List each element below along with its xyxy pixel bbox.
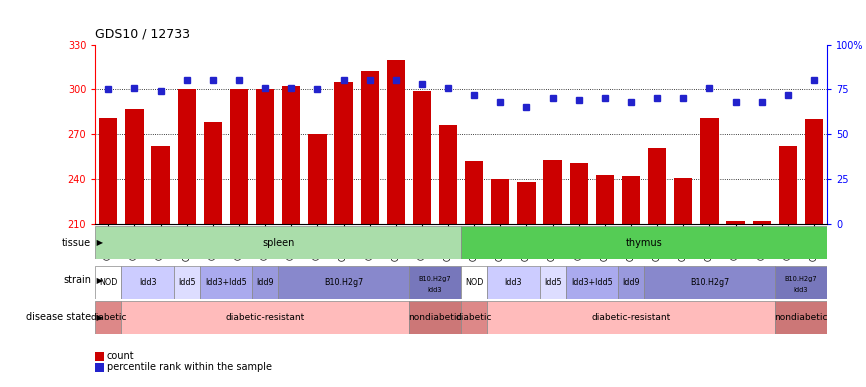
Bar xyxy=(95,226,461,259)
Bar xyxy=(596,175,614,224)
Text: Idd9: Idd9 xyxy=(256,278,274,287)
Bar xyxy=(413,91,431,224)
Bar xyxy=(100,118,118,224)
Bar xyxy=(409,301,461,334)
Text: Idd9: Idd9 xyxy=(622,278,640,287)
Bar xyxy=(278,266,409,299)
Text: percentile rank within the sample: percentile rank within the sample xyxy=(107,362,272,372)
Bar xyxy=(565,266,618,299)
Text: tissue: tissue xyxy=(61,238,91,248)
Bar xyxy=(334,82,352,224)
Bar xyxy=(204,123,222,224)
Bar xyxy=(178,89,196,224)
Text: ▶: ▶ xyxy=(94,276,104,285)
Text: Idd3: Idd3 xyxy=(793,287,808,293)
Bar xyxy=(282,87,301,224)
Bar xyxy=(544,160,562,224)
Text: B10.H2g7: B10.H2g7 xyxy=(324,278,363,287)
Bar xyxy=(618,266,644,299)
Text: spleen: spleen xyxy=(262,238,294,248)
Bar xyxy=(461,301,488,334)
Bar xyxy=(775,301,827,334)
Text: strain: strain xyxy=(63,275,91,285)
Bar xyxy=(570,163,588,224)
Bar xyxy=(174,266,200,299)
Bar xyxy=(517,183,536,224)
Text: GDS10 / 12733: GDS10 / 12733 xyxy=(95,27,191,41)
Bar xyxy=(775,266,827,299)
Bar xyxy=(727,221,745,224)
Bar xyxy=(461,226,827,259)
Text: NOD: NOD xyxy=(99,278,118,287)
Bar xyxy=(674,178,693,224)
Text: ▶: ▶ xyxy=(94,313,104,322)
Bar xyxy=(152,147,170,224)
Bar xyxy=(465,161,483,224)
Bar xyxy=(753,221,771,224)
Bar xyxy=(701,118,719,224)
Bar xyxy=(622,176,640,224)
Bar xyxy=(488,266,540,299)
Bar xyxy=(95,266,121,299)
Text: Idd5: Idd5 xyxy=(178,278,196,287)
Bar xyxy=(95,301,121,334)
Text: nondiabetic: nondiabetic xyxy=(774,313,828,322)
Bar xyxy=(256,89,275,224)
Bar xyxy=(308,135,326,224)
Bar xyxy=(121,266,174,299)
Bar xyxy=(121,301,409,334)
Bar xyxy=(252,266,278,299)
Text: Idd3: Idd3 xyxy=(428,287,443,293)
Text: diabetic: diabetic xyxy=(456,313,493,322)
Bar xyxy=(648,148,666,224)
Bar xyxy=(644,266,775,299)
Text: Idd5: Idd5 xyxy=(544,278,561,287)
Bar xyxy=(360,72,378,224)
Text: disease state: disease state xyxy=(26,312,91,322)
Text: diabetic-resistant: diabetic-resistant xyxy=(225,313,305,322)
Text: nondiabetic: nondiabetic xyxy=(408,313,462,322)
Text: Idd3: Idd3 xyxy=(139,278,156,287)
Text: Idd3: Idd3 xyxy=(505,278,522,287)
Bar xyxy=(200,266,252,299)
Text: thymus: thymus xyxy=(626,238,662,248)
Text: B10.H2g7: B10.H2g7 xyxy=(418,276,451,282)
Text: Idd3+Idd5: Idd3+Idd5 xyxy=(571,278,612,287)
Text: ▶: ▶ xyxy=(94,238,104,247)
Bar xyxy=(461,266,488,299)
Text: diabetic-resistant: diabetic-resistant xyxy=(591,313,670,322)
Bar xyxy=(488,301,775,334)
Text: B10.H2g7: B10.H2g7 xyxy=(690,278,729,287)
Bar xyxy=(439,125,457,224)
Bar xyxy=(229,89,249,224)
Bar xyxy=(540,266,565,299)
Text: NOD: NOD xyxy=(465,278,483,287)
Bar xyxy=(805,120,823,224)
Text: count: count xyxy=(107,351,134,361)
Text: Idd3+Idd5: Idd3+Idd5 xyxy=(205,278,247,287)
Text: B10.H2g7: B10.H2g7 xyxy=(785,276,818,282)
Text: diabetic: diabetic xyxy=(90,313,126,322)
Bar xyxy=(386,60,405,224)
Bar xyxy=(779,147,797,224)
Bar xyxy=(126,109,144,224)
Bar xyxy=(409,266,461,299)
Bar xyxy=(491,180,509,224)
